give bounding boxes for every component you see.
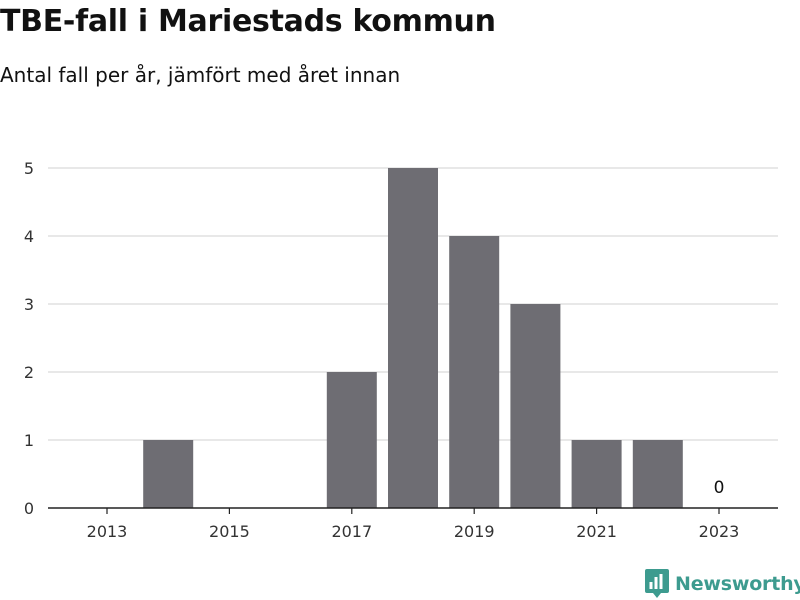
chart-subtitle: Antal fall per år, jämfört med året inna… bbox=[0, 63, 401, 87]
brand-name: Newsworthy bbox=[675, 573, 800, 595]
x-tick-label: 2013 bbox=[87, 522, 128, 541]
bar-2021 bbox=[571, 440, 622, 508]
chart-title: TBE-fall i Mariestads kommun bbox=[0, 4, 496, 39]
x-tick-label: 2017 bbox=[331, 522, 372, 541]
y-tick-label: 2 bbox=[24, 363, 34, 382]
x-axis-labels: 2013 2015 2017 2019 2021 2023 bbox=[87, 508, 740, 541]
bar-2019 bbox=[449, 236, 500, 508]
bar-2014 bbox=[143, 440, 194, 508]
y-tick-label: 5 bbox=[24, 159, 34, 178]
y-axis-labels: 0 1 2 3 4 5 bbox=[24, 159, 34, 518]
bars bbox=[143, 168, 683, 508]
x-tick-label: 2021 bbox=[576, 522, 617, 541]
x-tick-label: 2015 bbox=[209, 522, 250, 541]
bar-2022 bbox=[632, 440, 683, 508]
bar-2018 bbox=[388, 168, 438, 508]
y-tick-label: 3 bbox=[24, 295, 34, 314]
bar-2020 bbox=[510, 304, 561, 508]
y-tick-label: 4 bbox=[24, 227, 34, 246]
bar-2017 bbox=[326, 372, 377, 508]
bar-chart: 0 1 2 3 4 5 2013 2015 2017 2019 2021 2023 0 bbox=[24, 159, 778, 541]
newsworthy-chart-icon bbox=[645, 569, 669, 598]
annotations: 0 bbox=[714, 478, 725, 498]
x-tick-label: 2019 bbox=[454, 522, 495, 541]
x-tick-label: 2023 bbox=[699, 522, 740, 541]
newsworthy-logo: Newsworthy bbox=[645, 569, 800, 599]
y-tick-label: 1 bbox=[24, 431, 34, 450]
data-label: 0 bbox=[714, 478, 725, 498]
y-tick-label: 0 bbox=[24, 499, 34, 518]
